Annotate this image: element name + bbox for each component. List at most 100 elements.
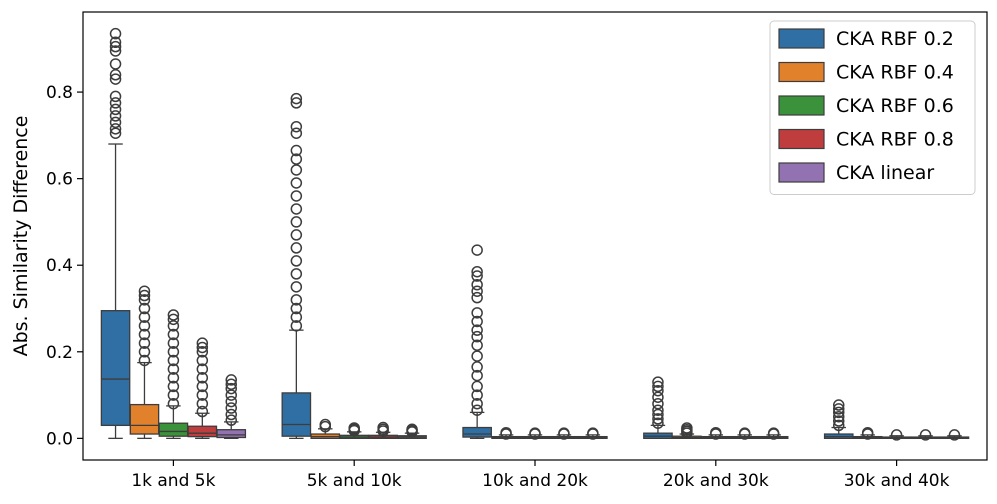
outlier-point bbox=[738, 427, 751, 439]
outlier-point bbox=[290, 268, 303, 280]
legend: CKA RBF 0.2 CKA RBF 0.4 CKA RBF 0.6 CKA RBF… bbox=[769, 20, 976, 195]
box-2-3 bbox=[700, 426, 731, 440]
outlier-point bbox=[167, 354, 180, 367]
outlier-point bbox=[471, 265, 483, 278]
box-body bbox=[216, 429, 247, 439]
box-body bbox=[129, 403, 160, 435]
outlier-point bbox=[471, 339, 483, 352]
legend-swatch bbox=[778, 61, 825, 83]
outlier-point bbox=[652, 380, 664, 393]
outlier-point bbox=[109, 69, 122, 81]
outlier-point bbox=[225, 389, 238, 401]
x-axis: 1k and 5k 5k and 10k 10k and 20k 20k and 30… bbox=[131, 460, 950, 491]
legend-label: CKA linear bbox=[836, 162, 934, 184]
outlier-point bbox=[109, 116, 122, 129]
box-2-2 bbox=[520, 427, 550, 440]
box-4-0 bbox=[216, 374, 247, 440]
outlier-point bbox=[138, 320, 151, 332]
outlier-point bbox=[471, 369, 483, 382]
outlier-point bbox=[406, 423, 418, 436]
outlier-point bbox=[710, 426, 722, 439]
outlier-point bbox=[290, 164, 303, 176]
y-tick-label: 0.0 bbox=[46, 429, 73, 449]
outlier-point bbox=[890, 429, 903, 441]
box-0-1 bbox=[281, 92, 312, 440]
outlier-point bbox=[471, 389, 483, 401]
legend-item: CKA RBF 0.8 bbox=[778, 128, 954, 151]
x-tick-label: 20k and 30k bbox=[663, 471, 769, 491]
box-3-0 bbox=[187, 337, 218, 440]
plot-area bbox=[100, 27, 970, 441]
outlier-point bbox=[109, 45, 122, 57]
legend-item: CKA RBF 0.4 bbox=[778, 61, 954, 84]
outlier-point bbox=[652, 417, 664, 429]
outlier-point bbox=[471, 285, 483, 297]
outlier-point bbox=[109, 36, 122, 49]
outlier-point bbox=[167, 363, 180, 375]
outlier-point bbox=[529, 427, 541, 439]
y-tick-label: 0.6 bbox=[46, 170, 73, 190]
outlier-point bbox=[290, 97, 303, 109]
outlier-point bbox=[196, 341, 209, 354]
outlier-point bbox=[587, 427, 599, 439]
y-axis: 0.0 0.2 0.4 0.6 0.8 bbox=[46, 83, 83, 449]
box-4-4 bbox=[939, 429, 970, 441]
box-2-1 bbox=[339, 422, 370, 440]
outlier-point bbox=[652, 384, 664, 397]
outlier-point bbox=[652, 376, 664, 388]
outlier-point bbox=[290, 216, 303, 228]
outlier-point bbox=[290, 242, 303, 254]
legend-swatch bbox=[778, 162, 825, 183]
outlier-point bbox=[138, 302, 151, 315]
y-tick-label: 0.8 bbox=[46, 83, 73, 103]
outlier-point bbox=[196, 354, 209, 367]
outlier-point bbox=[832, 410, 845, 423]
series-2 bbox=[158, 309, 912, 441]
outlier-point bbox=[652, 404, 664, 416]
legend-item: CKA RBF 0.2 bbox=[778, 28, 954, 50]
legend-swatch bbox=[778, 128, 825, 150]
series-3 bbox=[187, 337, 941, 441]
outlier-point bbox=[196, 405, 209, 418]
outlier-point bbox=[832, 399, 845, 411]
y-tick-label: 0.4 bbox=[46, 256, 73, 276]
box-body bbox=[100, 310, 131, 427]
outlier-point bbox=[290, 281, 303, 293]
outlier-point bbox=[196, 380, 209, 393]
box-4-3 bbox=[758, 427, 789, 440]
box-4-2 bbox=[578, 427, 608, 440]
box-2-0 bbox=[158, 309, 189, 440]
outlier-point bbox=[167, 389, 180, 401]
box-1-2 bbox=[491, 426, 521, 440]
outlier-point bbox=[919, 429, 932, 441]
outlier-point bbox=[348, 422, 360, 434]
outlier-point bbox=[558, 427, 570, 439]
outlier-point bbox=[290, 311, 303, 323]
outlier-point bbox=[225, 414, 238, 426]
outlier-point bbox=[167, 313, 180, 326]
outlier-point bbox=[138, 289, 151, 302]
outlier-point bbox=[500, 426, 512, 439]
x-tick-label: 5k and 10k bbox=[307, 471, 402, 491]
outlier-point bbox=[652, 408, 664, 421]
box-body bbox=[158, 422, 189, 437]
series-0 bbox=[100, 27, 854, 440]
box-body bbox=[462, 426, 492, 438]
outlier-point bbox=[471, 397, 483, 410]
outlier-point bbox=[319, 418, 332, 431]
outlier-point bbox=[109, 97, 122, 109]
outlier-point bbox=[167, 320, 180, 332]
outlier-point bbox=[167, 372, 180, 384]
box-1-0 bbox=[129, 285, 160, 440]
legend-swatch bbox=[778, 95, 825, 116]
outlier-point bbox=[225, 374, 238, 386]
box-1-4 bbox=[852, 426, 883, 440]
x-tick-label: 30k and 40k bbox=[844, 471, 950, 491]
outlier-point bbox=[109, 40, 122, 53]
x-tick-label: 10k and 20k bbox=[482, 471, 588, 491]
box-3-3 bbox=[729, 427, 760, 440]
outlier-point bbox=[948, 429, 961, 441]
outlier-point bbox=[290, 120, 303, 133]
outlier-point bbox=[138, 285, 151, 297]
